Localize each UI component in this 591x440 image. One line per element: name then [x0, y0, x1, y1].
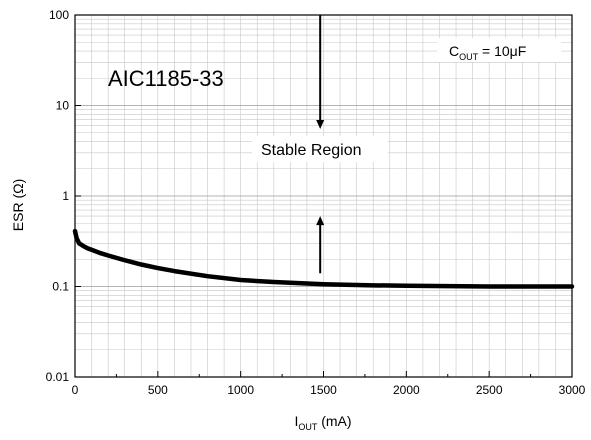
x-tick-label: 2000	[393, 383, 420, 397]
x-tick-label: 1000	[227, 383, 254, 397]
y-tick-label: 10	[56, 99, 70, 113]
y-tick-label: 100	[49, 8, 69, 22]
series-layer	[72, 228, 575, 289]
esr-curve	[72, 228, 575, 289]
cout-value: = 10μF	[478, 43, 526, 59]
x-tick-label: 3000	[559, 383, 586, 397]
plot-frame	[74, 14, 573, 378]
x-axis-label: IOUT (mA)	[294, 413, 351, 432]
stable-region-label: Stable Region	[261, 142, 362, 159]
x-tick-label: 0	[72, 383, 79, 397]
x-axis-label-main: I	[294, 413, 298, 429]
cout-box	[437, 38, 561, 62]
device-label: AIC1185-33	[108, 66, 224, 91]
x-axis-label-sub: OUT	[298, 422, 318, 432]
x-tick-label: 500	[148, 383, 168, 397]
y-axis-label: ESR (Ω)	[10, 179, 26, 231]
cout-sub: OUT	[459, 52, 479, 62]
y-tick-label: 0.1	[52, 280, 69, 294]
x-axis-label-suffix: (mA)	[317, 413, 351, 429]
region-box	[252, 136, 388, 162]
x-tick-label: 2500	[476, 383, 503, 397]
arrow-up-head	[316, 216, 325, 226]
y-tick-label: 0.01	[46, 370, 70, 384]
axis-ticks: 0 500 1000 1500 2000 2500 3000 0.01 0.1 1 10 100	[46, 8, 586, 397]
cout-main: C	[449, 43, 459, 59]
y-tick-label: 1	[62, 189, 69, 203]
arrow-down-head	[316, 119, 325, 129]
cout-label: COUT = 10μF	[449, 43, 526, 62]
x-tick-label: 1500	[310, 383, 337, 397]
annotations: AIC1185-33 COUT = 10μF Stable Region	[108, 15, 561, 274]
